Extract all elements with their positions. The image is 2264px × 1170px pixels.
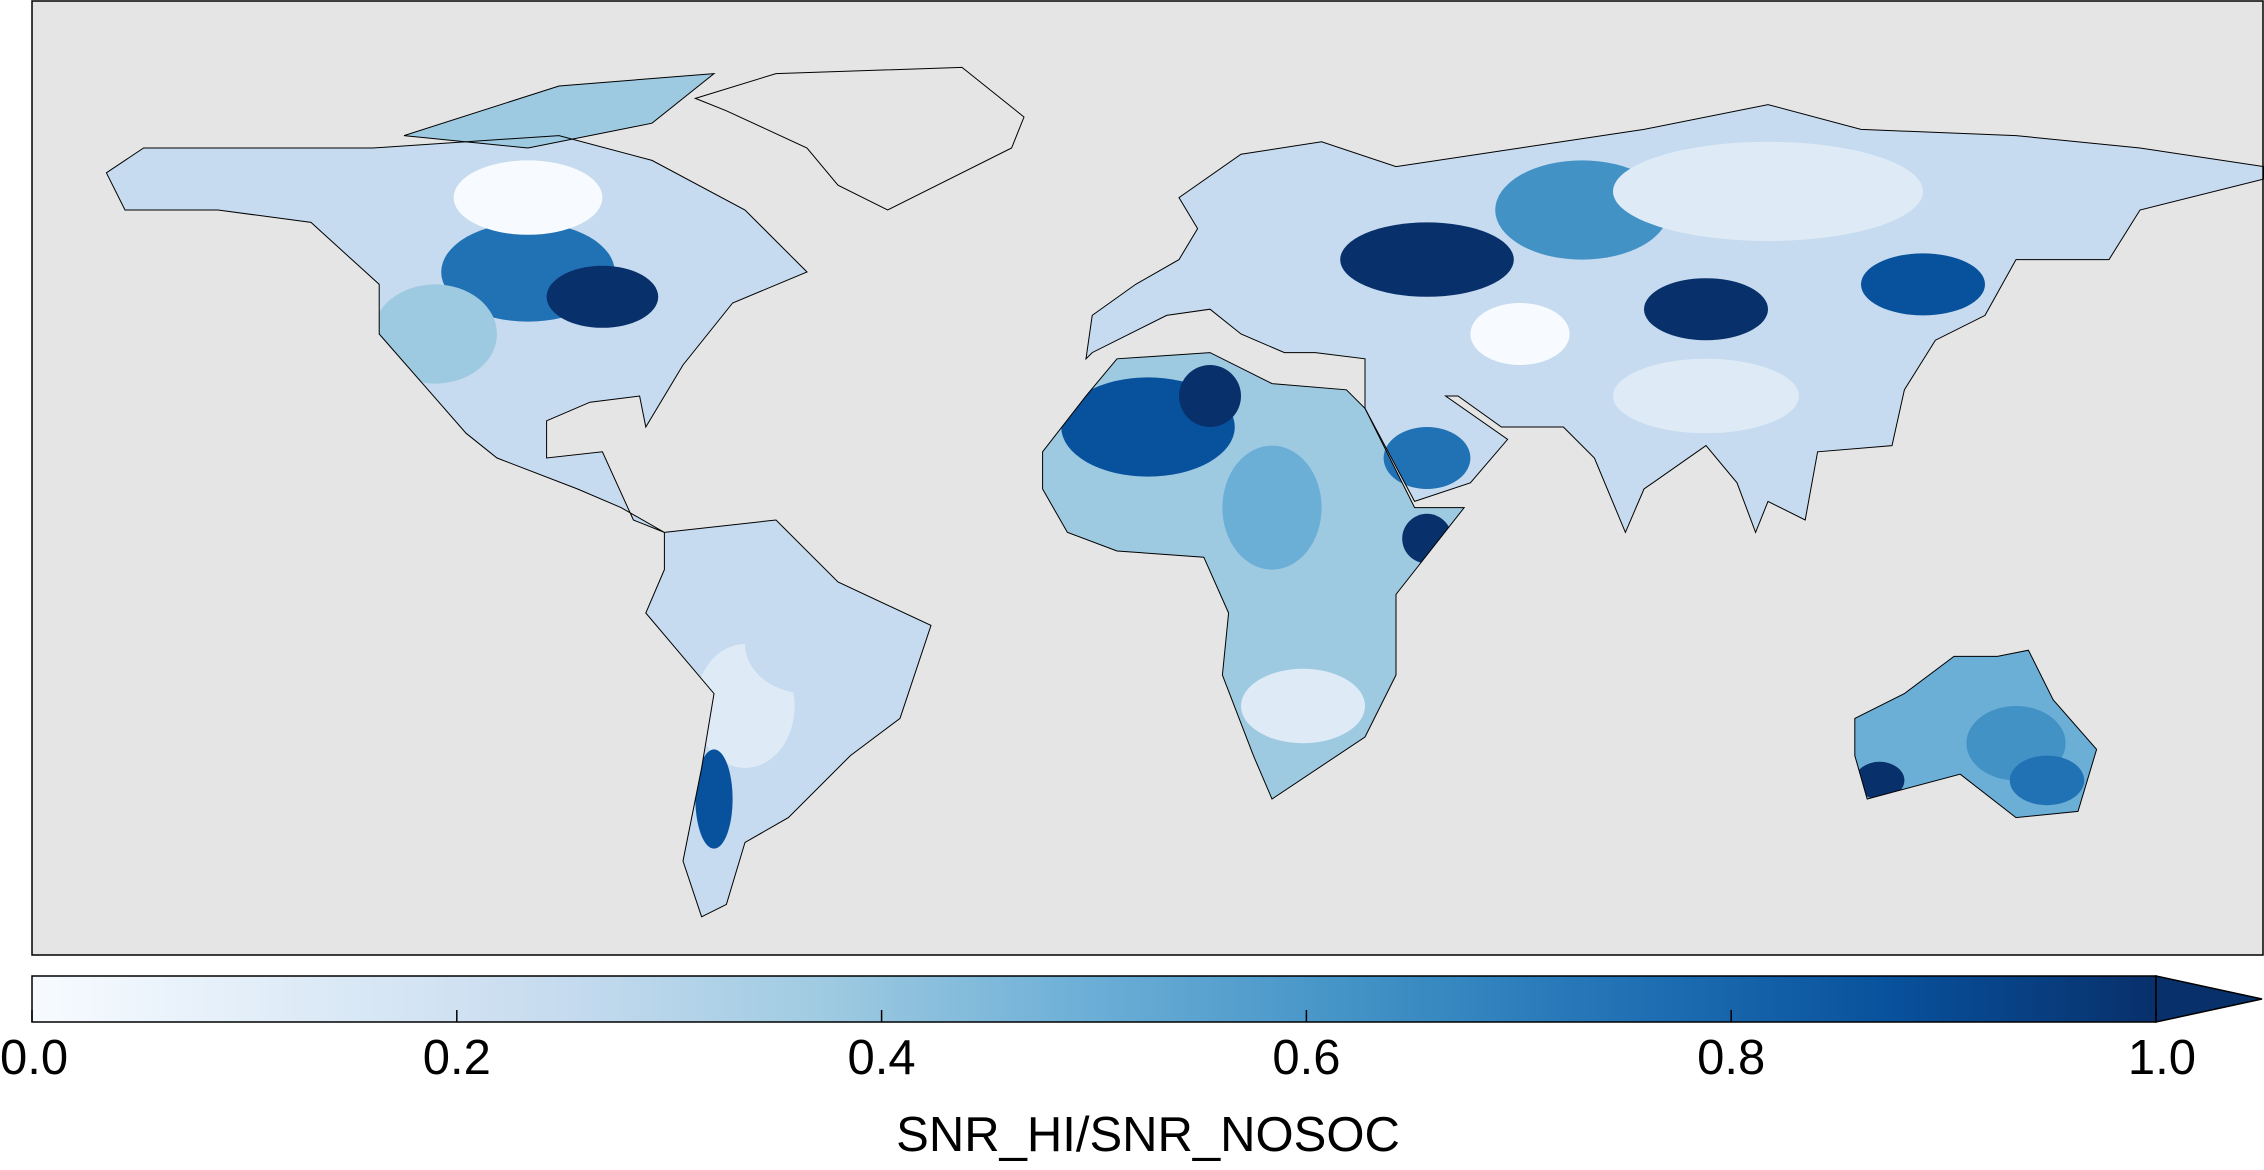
region xyxy=(695,749,733,849)
region xyxy=(1222,445,1322,570)
region xyxy=(373,284,497,384)
region xyxy=(1470,303,1570,365)
region xyxy=(1340,222,1514,297)
coastline xyxy=(105,135,808,533)
region xyxy=(453,160,603,235)
region xyxy=(2009,755,2085,806)
region xyxy=(1241,668,1365,744)
tick-label: 1.0 xyxy=(2128,1031,2196,1085)
region xyxy=(1613,141,1923,241)
tick-label: 0.4 xyxy=(848,1031,916,1085)
tick-label: 0.2 xyxy=(423,1031,491,1085)
coastline xyxy=(1042,352,1466,800)
tick-label: 0.6 xyxy=(1272,1031,1340,1085)
coastline xyxy=(1854,649,2098,819)
region xyxy=(1383,427,1471,489)
region xyxy=(1854,761,1905,800)
tick-label: 0.8 xyxy=(1697,1031,1765,1085)
region xyxy=(1179,365,1241,427)
tick-label: 0.0 xyxy=(0,1031,68,1085)
region xyxy=(745,594,869,694)
region xyxy=(1644,278,1768,341)
coastline xyxy=(1085,104,2264,534)
arctic-islands xyxy=(404,73,714,148)
value-regions xyxy=(373,141,2085,849)
region xyxy=(1861,253,1985,316)
colorbar-label: SNR_HI/SNR_NOSOC xyxy=(896,1108,1400,1162)
region xyxy=(546,265,659,328)
coastline xyxy=(403,72,716,149)
coastline xyxy=(645,519,932,918)
colorbar-extension xyxy=(2155,975,2263,1023)
map-frame xyxy=(31,0,2264,956)
region xyxy=(1613,358,1799,434)
map xyxy=(105,66,2264,918)
greenland xyxy=(693,66,1025,211)
colorbar xyxy=(31,975,2157,1023)
